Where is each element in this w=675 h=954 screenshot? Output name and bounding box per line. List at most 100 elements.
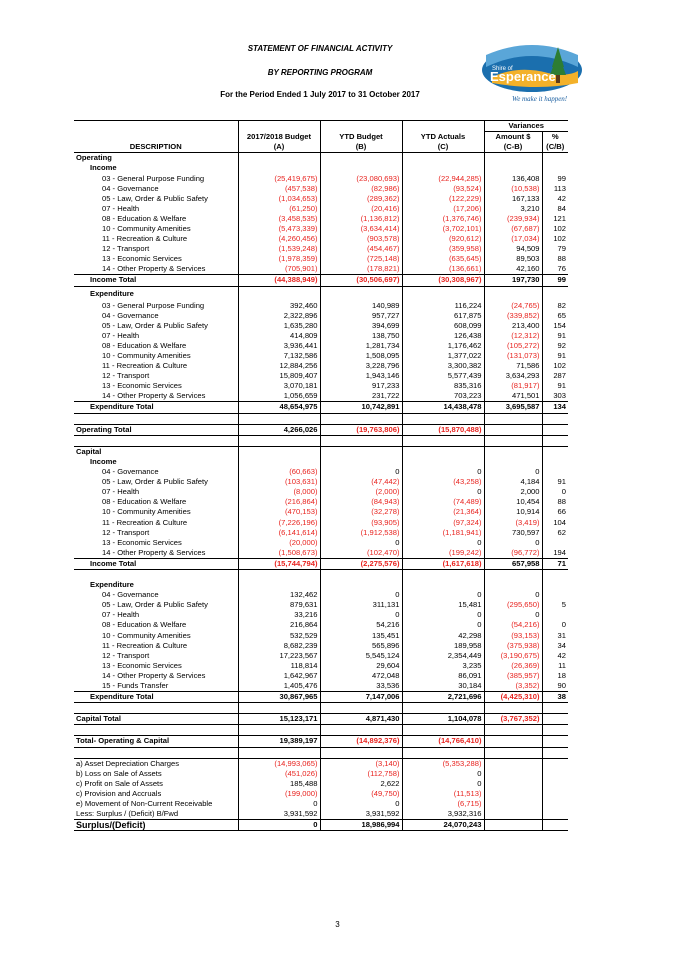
report-period: For the Period Ended 1 July 2017 to 31 O… bbox=[220, 90, 420, 99]
row-value: 835,316 bbox=[401, 381, 484, 392]
row-value: (81,917) bbox=[483, 381, 542, 392]
row-value: 99 bbox=[541, 173, 568, 184]
row-label: 08 - Education & Welfare bbox=[102, 497, 187, 507]
row-value: 0 bbox=[483, 537, 542, 548]
row-value: 10,454 bbox=[483, 497, 542, 508]
row-value bbox=[319, 286, 402, 301]
row-value bbox=[401, 435, 484, 447]
table-row: 13 - Economic Services (1,978,359) (725,14… bbox=[74, 254, 568, 265]
row-value bbox=[541, 610, 568, 621]
row-value bbox=[483, 809, 542, 820]
row-value: (4,260,456) bbox=[237, 234, 320, 245]
row-value: (131,073) bbox=[483, 350, 542, 362]
shire-logo: Shire of Esperance We make it happen! bbox=[482, 45, 582, 103]
row-value: 0 bbox=[541, 487, 568, 498]
row-value: (136,661) bbox=[401, 264, 484, 275]
row-value: (22,944,285) bbox=[401, 173, 484, 184]
col-pct-sub: (C/B) bbox=[541, 142, 568, 154]
row-value: 197,730 bbox=[483, 274, 542, 287]
row-value bbox=[483, 152, 542, 164]
row-value: 392,460 bbox=[237, 300, 320, 311]
row-value bbox=[483, 413, 542, 425]
row-value: (705,901) bbox=[237, 264, 320, 275]
row-value: (3,352) bbox=[483, 680, 542, 692]
row-value: (103,631) bbox=[237, 477, 320, 488]
row-value: 90 bbox=[541, 680, 568, 692]
row-value: 136,408 bbox=[483, 173, 542, 184]
row-value bbox=[319, 152, 402, 164]
row-value bbox=[541, 768, 568, 779]
row-value bbox=[541, 788, 568, 799]
row-value: (2,275,576) bbox=[319, 557, 402, 570]
row-value: (289,362) bbox=[319, 193, 402, 204]
row-value: 287 bbox=[541, 371, 568, 382]
row-value: (93,153) bbox=[483, 630, 542, 641]
row-value: (49,750) bbox=[319, 788, 402, 799]
row-label: b) Loss on Sale of Assets bbox=[76, 768, 162, 778]
table-row bbox=[74, 569, 568, 581]
row-label: 14 - Other Property & Services bbox=[102, 264, 206, 274]
row-value bbox=[483, 724, 542, 736]
col-description: DESCRIPTION bbox=[74, 142, 238, 154]
row-label: Income bbox=[90, 456, 117, 466]
row-value: 91 bbox=[541, 477, 568, 488]
row-label bbox=[74, 703, 238, 714]
row-value: 216,864 bbox=[237, 620, 320, 631]
row-value: 18 bbox=[541, 670, 568, 681]
table-row: 11 - Recreation & Culture (7,226,196) (93,… bbox=[74, 517, 568, 528]
row-value bbox=[483, 757, 542, 769]
row-value bbox=[541, 757, 568, 769]
row-value: 3,932,316 bbox=[401, 809, 484, 820]
row-value: (239,934) bbox=[483, 213, 542, 224]
row-value bbox=[319, 413, 402, 425]
row-value: (359,958) bbox=[401, 244, 484, 255]
row-value bbox=[541, 286, 568, 301]
table-row: 12 - Transport 17,223,567 5,545,124 2,354,4… bbox=[74, 650, 568, 661]
row-value: 42,298 bbox=[401, 630, 484, 641]
col-budget-sub: (A) bbox=[237, 142, 320, 154]
row-label: Income bbox=[90, 163, 117, 173]
row-value bbox=[319, 747, 402, 759]
row-label: Expenditure bbox=[90, 288, 134, 298]
row-value: (454,467) bbox=[319, 244, 402, 255]
table-row: 05 - Law, Order & Public Safety (1,034,65… bbox=[74, 193, 568, 204]
row-value: 33,536 bbox=[319, 680, 402, 692]
row-label: 10 - Community Amenities bbox=[102, 223, 191, 233]
row-value: 532,529 bbox=[237, 630, 320, 641]
row-value: (216,864) bbox=[237, 497, 320, 508]
row-label: 04 - Governance bbox=[102, 310, 159, 320]
row-value bbox=[483, 580, 542, 591]
row-value: (385,957) bbox=[483, 670, 542, 681]
table-row: Total- Operating & Capital 19,389,197 (14,… bbox=[74, 735, 568, 748]
table-row: 13 - Economic Services 118,814 29,604 3,235… bbox=[74, 660, 568, 671]
row-value bbox=[483, 778, 542, 789]
row-value: (1,181,941) bbox=[401, 527, 484, 538]
row-value bbox=[319, 702, 402, 714]
report-title: STATEMENT OF FINANCIAL ACTIVITY bbox=[247, 44, 393, 53]
row-value bbox=[319, 435, 402, 447]
logo-tagline: We make it happen! bbox=[512, 95, 568, 103]
row-label: 14 - Other Property & Services bbox=[102, 391, 206, 401]
row-value: (295,650) bbox=[483, 600, 542, 611]
row-value: 957,727 bbox=[319, 310, 402, 321]
row-value bbox=[541, 778, 568, 789]
row-value bbox=[541, 590, 568, 601]
row-label: 14 - Other Property & Services bbox=[102, 670, 206, 680]
table-row: Operating Total 4,266,026 (19,763,806) (15,… bbox=[74, 423, 568, 436]
row-value bbox=[541, 702, 568, 714]
row-value bbox=[541, 435, 568, 447]
row-label: 07 - Health bbox=[102, 487, 140, 497]
row-value: 0 bbox=[401, 610, 484, 621]
row-value: (1,508,673) bbox=[237, 547, 320, 559]
row-label: Surplus/(Deficit) bbox=[74, 819, 238, 832]
variances-header: Variances bbox=[483, 119, 568, 133]
page-number: 3 bbox=[335, 920, 340, 929]
row-value: (97,324) bbox=[401, 517, 484, 528]
row-value: 0 bbox=[483, 590, 542, 601]
row-value: (15,870,488) bbox=[401, 423, 484, 436]
row-value: 0 bbox=[319, 799, 402, 810]
row-value: 194 bbox=[541, 547, 568, 559]
row-value: 0 bbox=[541, 620, 568, 631]
row-value: (30,308,967) bbox=[401, 274, 484, 287]
row-label: 08 - Education & Welfare bbox=[102, 340, 187, 350]
